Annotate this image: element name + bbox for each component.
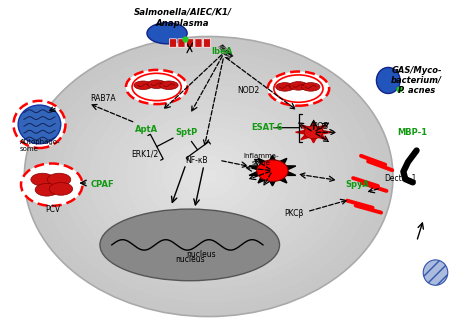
- Ellipse shape: [276, 83, 294, 91]
- Text: ERK1/2: ERK1/2: [131, 149, 158, 158]
- Ellipse shape: [89, 86, 328, 267]
- Ellipse shape: [117, 107, 301, 247]
- Ellipse shape: [24, 37, 393, 317]
- Ellipse shape: [80, 78, 337, 275]
- Ellipse shape: [423, 260, 448, 285]
- Ellipse shape: [47, 173, 71, 186]
- Ellipse shape: [172, 148, 246, 204]
- Ellipse shape: [147, 23, 187, 44]
- Text: CPAF: CPAF: [91, 180, 114, 189]
- Text: NF-κB: NF-κB: [186, 156, 208, 165]
- Text: RAB7A: RAB7A: [91, 94, 116, 103]
- Ellipse shape: [100, 209, 280, 281]
- Text: SpyA: SpyA: [346, 180, 370, 189]
- Ellipse shape: [126, 70, 187, 104]
- Ellipse shape: [144, 128, 273, 226]
- Ellipse shape: [61, 64, 356, 288]
- Ellipse shape: [160, 81, 178, 90]
- Ellipse shape: [200, 169, 218, 183]
- Ellipse shape: [107, 99, 310, 253]
- Ellipse shape: [71, 72, 347, 282]
- Text: ROS: ROS: [313, 122, 328, 130]
- Polygon shape: [221, 53, 230, 56]
- Ellipse shape: [301, 83, 320, 91]
- Text: SptP: SptP: [175, 128, 198, 137]
- Ellipse shape: [34, 43, 384, 310]
- Ellipse shape: [289, 82, 308, 90]
- Ellipse shape: [13, 101, 65, 148]
- Ellipse shape: [147, 80, 166, 89]
- FancyBboxPatch shape: [186, 39, 193, 47]
- FancyBboxPatch shape: [203, 39, 210, 47]
- Text: P. acnes: P. acnes: [398, 86, 435, 95]
- Text: Dectin-1: Dectin-1: [384, 174, 416, 183]
- Ellipse shape: [154, 134, 264, 218]
- Ellipse shape: [135, 121, 283, 232]
- Ellipse shape: [376, 67, 400, 94]
- Polygon shape: [223, 57, 232, 59]
- Text: bacterium/: bacterium/: [391, 76, 442, 85]
- Text: Salmonella/AIEC/K1/: Salmonella/AIEC/K1/: [134, 8, 232, 17]
- Text: nucleus: nucleus: [175, 255, 205, 264]
- Circle shape: [304, 126, 323, 139]
- Ellipse shape: [163, 142, 255, 212]
- Ellipse shape: [21, 164, 82, 206]
- Ellipse shape: [18, 105, 61, 144]
- Text: Anaplasma: Anaplasma: [156, 19, 210, 28]
- Text: NOD2: NOD2: [237, 86, 259, 95]
- Text: PCV: PCV: [45, 205, 60, 214]
- Polygon shape: [220, 50, 229, 53]
- Text: AptA: AptA: [136, 125, 158, 134]
- Ellipse shape: [31, 173, 54, 186]
- Ellipse shape: [98, 93, 319, 261]
- Ellipse shape: [268, 72, 329, 106]
- Text: Autophago-
some: Autophago- some: [19, 139, 60, 152]
- Polygon shape: [219, 45, 233, 58]
- Ellipse shape: [52, 58, 365, 296]
- Polygon shape: [219, 47, 228, 49]
- Ellipse shape: [190, 163, 227, 191]
- Ellipse shape: [35, 183, 58, 196]
- Ellipse shape: [181, 156, 237, 198]
- Circle shape: [257, 160, 288, 181]
- Polygon shape: [249, 155, 296, 186]
- FancyBboxPatch shape: [169, 39, 176, 47]
- Text: Inflamma-
some: Inflamma- some: [244, 153, 279, 166]
- FancyBboxPatch shape: [178, 39, 185, 47]
- Ellipse shape: [43, 50, 374, 302]
- Text: nucleus: nucleus: [187, 250, 216, 259]
- Ellipse shape: [126, 113, 292, 240]
- Text: PKCβ: PKCβ: [284, 210, 303, 218]
- Text: ESAT-6: ESAT-6: [251, 123, 283, 132]
- Ellipse shape: [134, 81, 152, 90]
- Text: IbeA: IbeA: [211, 47, 232, 56]
- Ellipse shape: [49, 182, 73, 195]
- Text: MBP-1: MBP-1: [398, 128, 428, 137]
- Text: GAS/Myco-: GAS/Myco-: [392, 66, 442, 75]
- Polygon shape: [296, 122, 331, 143]
- FancyBboxPatch shape: [195, 39, 202, 47]
